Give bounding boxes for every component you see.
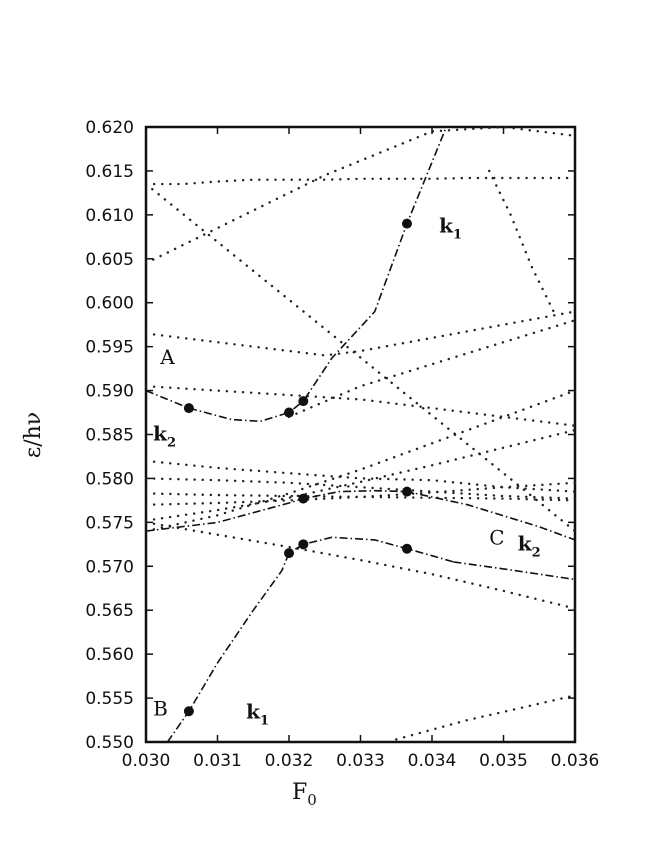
y-axis-ticks: 0.550 0.555 0.560 0.565 0.570 0.575 0.580 0.585… (85, 118, 575, 753)
y-tick-label: 0.570 (85, 557, 134, 577)
dotted-level-0 (144, 176, 577, 186)
y-tick-label: 0.620 (85, 118, 134, 138)
x-tick-label: 0.030 (122, 751, 171, 771)
dotted-levels (144, 125, 577, 741)
crossing-point-5 (284, 548, 294, 559)
crossing-point-2 (284, 407, 294, 418)
annotations: A B Ck1 k2 k1 k2 (153, 213, 541, 728)
crossing-point-3 (298, 396, 309, 407)
crossing-point-8 (401, 486, 412, 497)
x-tick-label: 0.035 (479, 751, 528, 771)
x-tick-label: 0.033 (336, 751, 385, 771)
y-tick-label: 0.615 (85, 162, 134, 182)
y-tick-label: 0.585 (85, 426, 134, 446)
curve-k2 (145, 126, 448, 423)
y-tick-label: 0.575 (85, 513, 134, 533)
dotted-level-8 (144, 481, 577, 506)
crossing-points (183, 218, 412, 717)
x-axis-label-main: F (292, 780, 307, 805)
annotation-k1: k1 (439, 213, 462, 242)
dotted-level-2 (144, 310, 577, 357)
curve-C-k2 (145, 489, 576, 541)
y-axis-label: ε/hν (21, 412, 46, 458)
x-tick-label: 0.034 (408, 751, 457, 771)
crossing-point-9 (401, 543, 412, 554)
annotation-k1: k1 (246, 699, 269, 728)
curve-k1 (166, 536, 454, 743)
dotted-level-12 (287, 319, 577, 419)
y-tick-label: 0.550 (85, 733, 134, 753)
crossing-point-4 (298, 493, 309, 504)
y-tick-label: 0.610 (85, 206, 134, 226)
dotted-level-7 (144, 492, 577, 502)
y-tick-label: 0.600 (85, 294, 134, 314)
y-tick-label: 0.595 (85, 338, 134, 358)
x-tick-label: 0.031 (193, 751, 242, 771)
y-tick-label: 0.560 (85, 645, 134, 665)
dotted-level-3 (144, 125, 577, 265)
x-tick-label: 0.036 (551, 751, 600, 771)
annotation-B: B (153, 697, 168, 721)
x-axis-label-sub: 0 (307, 791, 317, 809)
dotted-level-9 (144, 428, 577, 522)
dotted-level-4 (144, 385, 577, 427)
x-tick-label: 0.032 (265, 751, 314, 771)
dotted-level-11 (144, 521, 577, 610)
x-axis-ticks: 0.030 0.031 0.032 0.033 0.034 0.035 0.036 (122, 127, 600, 771)
annotation-A: A (159, 345, 175, 369)
curve-k1-continuation (453, 561, 576, 581)
x-axis-label: F0 (292, 780, 317, 809)
plot-frame (144, 125, 577, 744)
y-tick-label: 0.565 (85, 601, 134, 621)
dash-dot-curves (145, 126, 576, 743)
crossing-point-7 (401, 218, 412, 229)
crossing-point-6 (298, 539, 309, 550)
y-tick-label: 0.590 (85, 382, 134, 402)
y-tick-label: 0.605 (85, 250, 134, 270)
crossing-point-1 (183, 403, 194, 414)
crossing-point-0 (183, 706, 194, 717)
annotation-k2: k2 (153, 422, 176, 451)
dotted-level-13 (395, 694, 577, 741)
dotted-level-1 (144, 182, 577, 533)
dotted-level-10 (144, 389, 577, 533)
annotation-C: C (489, 525, 504, 549)
dotted-level-5 (144, 459, 577, 493)
y-tick-label: 0.580 (85, 469, 134, 489)
dotted-level-14 (488, 169, 555, 313)
y-tick-label: 0.555 (85, 689, 134, 709)
annotation-k2: k2 (518, 531, 541, 560)
